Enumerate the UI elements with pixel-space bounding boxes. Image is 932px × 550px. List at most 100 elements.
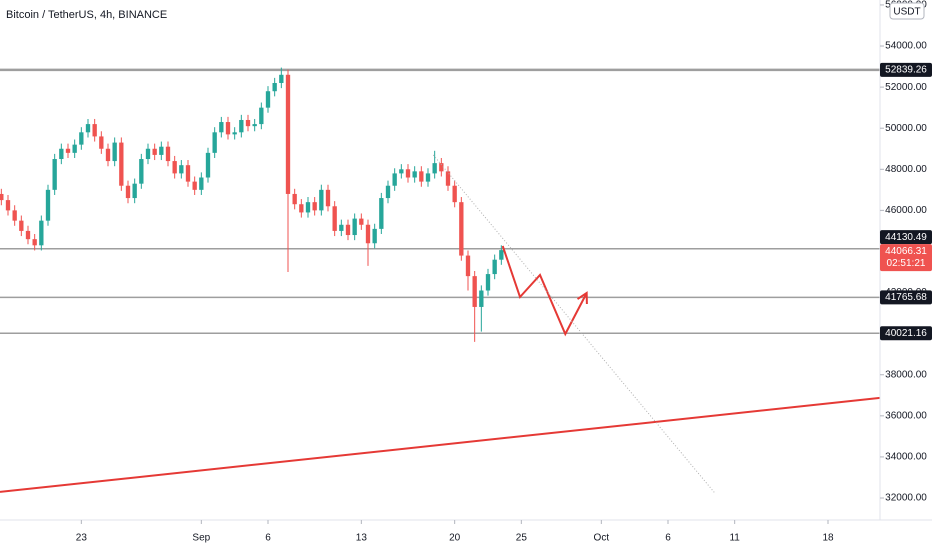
price-level-badge xyxy=(880,326,932,341)
price-level-badge xyxy=(880,230,932,245)
candle-body xyxy=(65,148,71,153)
candle-body xyxy=(392,173,397,186)
candle-body xyxy=(85,124,91,133)
x-tick-label: 23 xyxy=(76,533,88,544)
y-tick-label: 50000.00 xyxy=(885,123,927,134)
candle-body xyxy=(165,146,171,162)
candle-body xyxy=(372,228,377,244)
candle-body xyxy=(432,163,437,174)
candle-body xyxy=(192,181,197,190)
candle-body xyxy=(59,148,64,160)
y-tick-label: 48000.00 xyxy=(885,164,927,175)
candle-body xyxy=(365,224,371,244)
candle-body xyxy=(419,171,424,182)
candle-body xyxy=(92,124,97,137)
candle-body xyxy=(5,200,11,211)
price-level-label: 52839.26 xyxy=(885,65,927,76)
candle-body xyxy=(279,74,284,84)
x-tick-label: 20 xyxy=(449,533,461,544)
price-level-badge xyxy=(880,62,932,77)
candle-body xyxy=(332,206,337,231)
candle-body xyxy=(219,122,224,133)
candle-body xyxy=(225,122,231,135)
candle-body xyxy=(292,193,297,205)
drawing-line xyxy=(0,396,881,493)
x-tick-label: 25 xyxy=(516,533,528,544)
candle-body xyxy=(425,173,431,182)
candle-body xyxy=(345,224,351,236)
y-tick-label: 46000.00 xyxy=(885,205,927,216)
y-tick-label: 34000.00 xyxy=(885,452,927,463)
candle-body xyxy=(465,255,471,277)
candle-body xyxy=(412,171,417,178)
candle-body xyxy=(299,204,304,213)
candle-body xyxy=(25,230,31,240)
y-tick-label: 38000.00 xyxy=(885,369,927,380)
price-level-label: 40021.16 xyxy=(885,328,927,339)
candle-body xyxy=(305,202,311,213)
axes: 32000.0034000.0036000.0038000.0040000.00… xyxy=(76,0,932,544)
price-level-label: 44130.49 xyxy=(885,232,927,243)
candle-body xyxy=(199,177,204,190)
candle-body xyxy=(245,119,251,127)
candle-body xyxy=(452,185,457,203)
plot-area xyxy=(0,67,881,494)
candle-body xyxy=(239,119,244,133)
drawing-arrowhead xyxy=(576,291,588,304)
candle-body xyxy=(159,146,164,155)
candle-body xyxy=(319,189,324,211)
x-tick-label: 6 xyxy=(665,533,671,544)
price-level-badge xyxy=(880,290,932,305)
candle-body xyxy=(105,148,111,162)
candle-body xyxy=(179,165,184,174)
candle-body xyxy=(205,152,211,178)
candle-body xyxy=(52,159,57,190)
candle-body xyxy=(285,74,291,194)
candle-body xyxy=(185,165,191,182)
bar-countdown: 02:51:21 xyxy=(887,258,926,269)
candle-body xyxy=(252,124,257,127)
candle-body xyxy=(72,144,77,153)
y-tick-label: 52000.00 xyxy=(885,82,927,93)
candle-body xyxy=(385,185,391,199)
candle-body xyxy=(479,290,484,307)
candle-body xyxy=(99,136,104,149)
candle-body xyxy=(379,198,384,229)
x-tick-label: Sep xyxy=(192,533,210,544)
x-tick-label: 18 xyxy=(822,533,834,544)
currency-badge[interactable] xyxy=(889,2,925,20)
candle-body xyxy=(399,169,404,174)
x-tick-label: 13 xyxy=(356,533,368,544)
candle-body xyxy=(259,107,264,125)
y-tick-label: 32000.00 xyxy=(885,493,927,504)
candle-body xyxy=(359,218,364,225)
candle-body xyxy=(445,171,451,186)
currency-label: USDT xyxy=(893,7,920,18)
candle-body xyxy=(499,250,504,260)
candle-body xyxy=(352,218,357,236)
candle-body xyxy=(325,189,331,207)
candle-body xyxy=(492,259,497,275)
candle-body xyxy=(79,132,84,145)
candle-body xyxy=(459,202,464,256)
x-tick-label: 6 xyxy=(265,533,271,544)
candle-body xyxy=(172,161,177,174)
candle-body xyxy=(152,148,157,155)
candle-body xyxy=(232,132,237,135)
candle-body xyxy=(0,193,4,201)
candle-body xyxy=(312,202,317,211)
candle-body xyxy=(45,189,51,221)
candle-body xyxy=(439,163,444,172)
candle-body xyxy=(339,224,344,231)
candle-body xyxy=(472,276,477,307)
candle-body xyxy=(19,220,24,231)
drawing-line xyxy=(432,154,716,494)
candle-body xyxy=(119,142,124,186)
candle-body xyxy=(139,159,144,184)
candle-body xyxy=(212,132,217,153)
candle-body xyxy=(405,169,411,178)
candle-body xyxy=(125,185,131,199)
candle-body xyxy=(272,83,277,92)
